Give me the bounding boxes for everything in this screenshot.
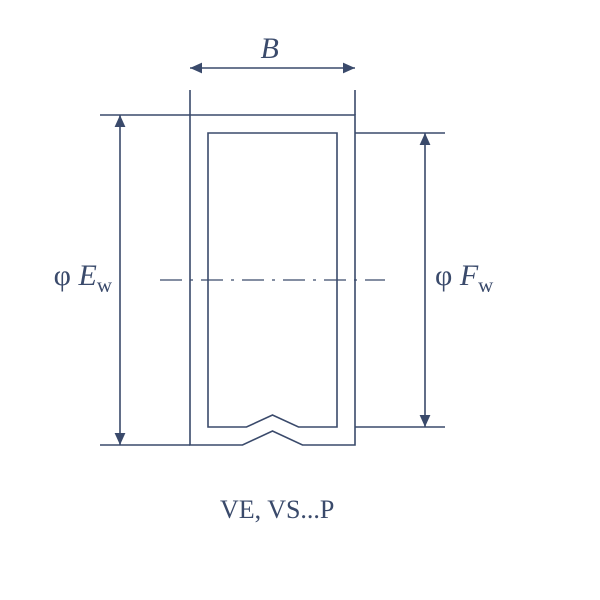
diagram-caption: VE, VS...P xyxy=(220,495,334,525)
inner-diameter-label: φ Fw xyxy=(435,259,493,298)
width-dimension-label: B xyxy=(261,32,279,66)
outer-diameter-label: φ Ew xyxy=(54,259,112,298)
